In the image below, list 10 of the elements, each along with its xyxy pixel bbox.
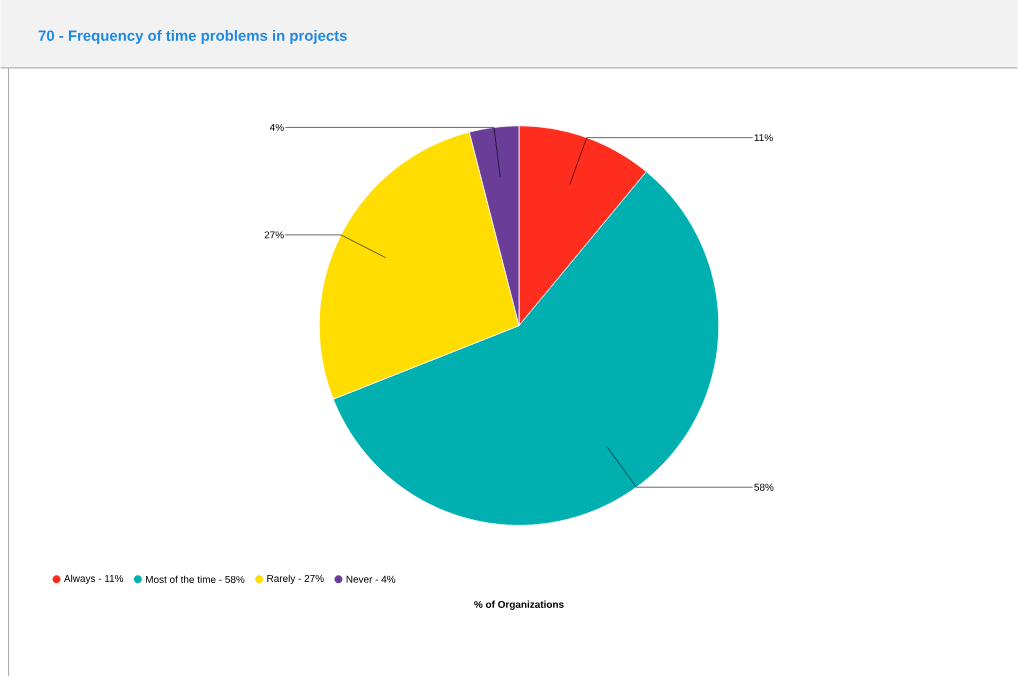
legend-label: Always - 11% xyxy=(63,574,124,585)
data-label: 58% xyxy=(754,483,774,491)
legend-label: Never - 4% xyxy=(346,575,396,583)
legend-label: Rarely - 27% xyxy=(267,574,324,585)
data-label: 27% xyxy=(264,231,284,239)
data-label: 4% xyxy=(269,124,284,132)
text: % of Organizations xyxy=(474,600,564,611)
chart-title: 70 - Frequency of time problems in projects xyxy=(38,30,347,45)
data-label: 11% xyxy=(754,134,773,142)
legend-label: Most of the time - 58% xyxy=(146,575,245,584)
